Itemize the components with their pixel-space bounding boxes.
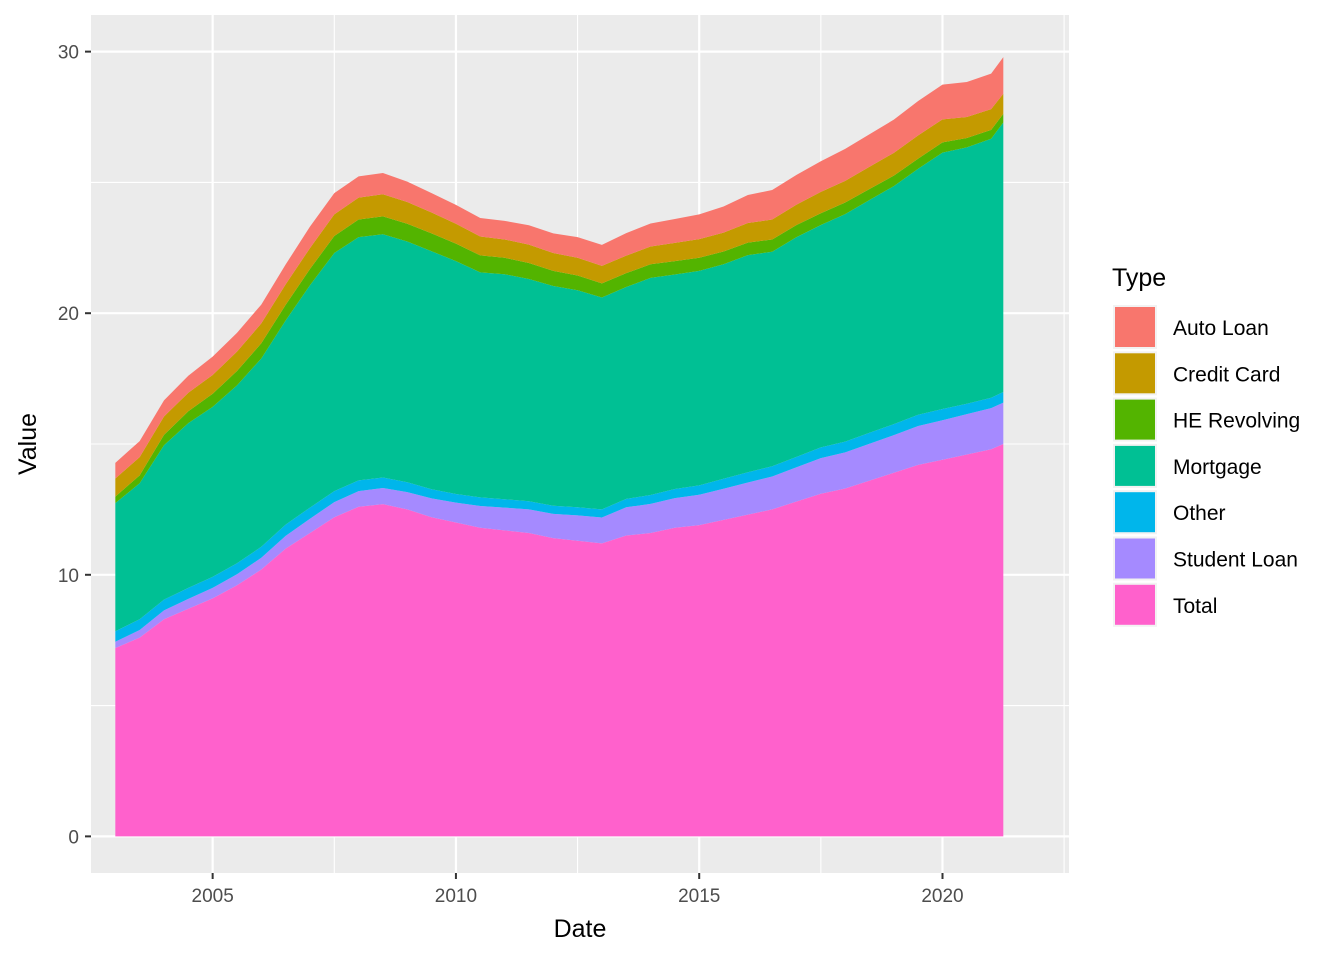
x-tick-label: 2020 <box>921 886 963 907</box>
x-tick-label: 2015 <box>678 886 720 907</box>
area-auto-loan <box>115 57 1004 479</box>
x-tick-label: 2010 <box>435 886 477 907</box>
y-tick-label: 20 <box>58 304 79 325</box>
legend-title: Type <box>1112 264 1166 292</box>
legend-swatch <box>1115 445 1155 486</box>
legend-label: Total <box>1173 595 1217 618</box>
legend-item-credit-card: Credit Card <box>1113 351 1280 396</box>
legend-swatch <box>1115 307 1155 347</box>
area-he-revolving <box>115 113 1004 504</box>
legend-item-mortgage: Mortgage <box>1113 443 1262 488</box>
x-tick-label: 2005 <box>192 886 234 907</box>
legend-label: HE Revolving <box>1173 410 1300 433</box>
legend-item-student-loan: Student Loan <box>1113 536 1298 581</box>
legend-swatch <box>1115 399 1155 440</box>
y-tick-label: 10 <box>58 566 79 587</box>
y-tick-label: 0 <box>68 827 79 848</box>
legend: Type Auto Loan Credit Card HE Revolving Mor… <box>1112 264 1300 627</box>
legend-item-he-revolving: HE Revolving <box>1113 397 1300 442</box>
y-tick-label: 30 <box>58 43 79 64</box>
area-series <box>115 57 1004 837</box>
legend-swatch <box>1115 353 1155 394</box>
legend-items: Auto Loan Credit Card HE Revolving Mortgage… <box>1113 305 1300 627</box>
legend-label: Credit Card <box>1173 363 1280 386</box>
legend-swatch <box>1115 584 1155 625</box>
area-other <box>115 391 1004 642</box>
y-axis-title: Value <box>14 413 42 475</box>
legend-label: Mortgage <box>1173 456 1262 479</box>
area-total <box>115 444 1004 837</box>
legend-item-auto-loan: Auto Loan <box>1113 305 1269 349</box>
legend-label: Other <box>1173 502 1226 525</box>
legend-label: Student Loan <box>1173 549 1298 572</box>
legend-swatch <box>1115 492 1155 533</box>
area-student-loan <box>115 402 1004 649</box>
legend-item-other: Other <box>1113 490 1226 535</box>
area-mortgage <box>115 122 1004 632</box>
legend-item-total: Total <box>1113 582 1217 627</box>
legend-swatch <box>1115 538 1155 579</box>
legend-label: Auto Loan <box>1173 317 1269 340</box>
axes: 2005 2010 2015 2020 0 10 20 30 <box>58 43 964 907</box>
x-axis-title: Date <box>554 915 607 943</box>
